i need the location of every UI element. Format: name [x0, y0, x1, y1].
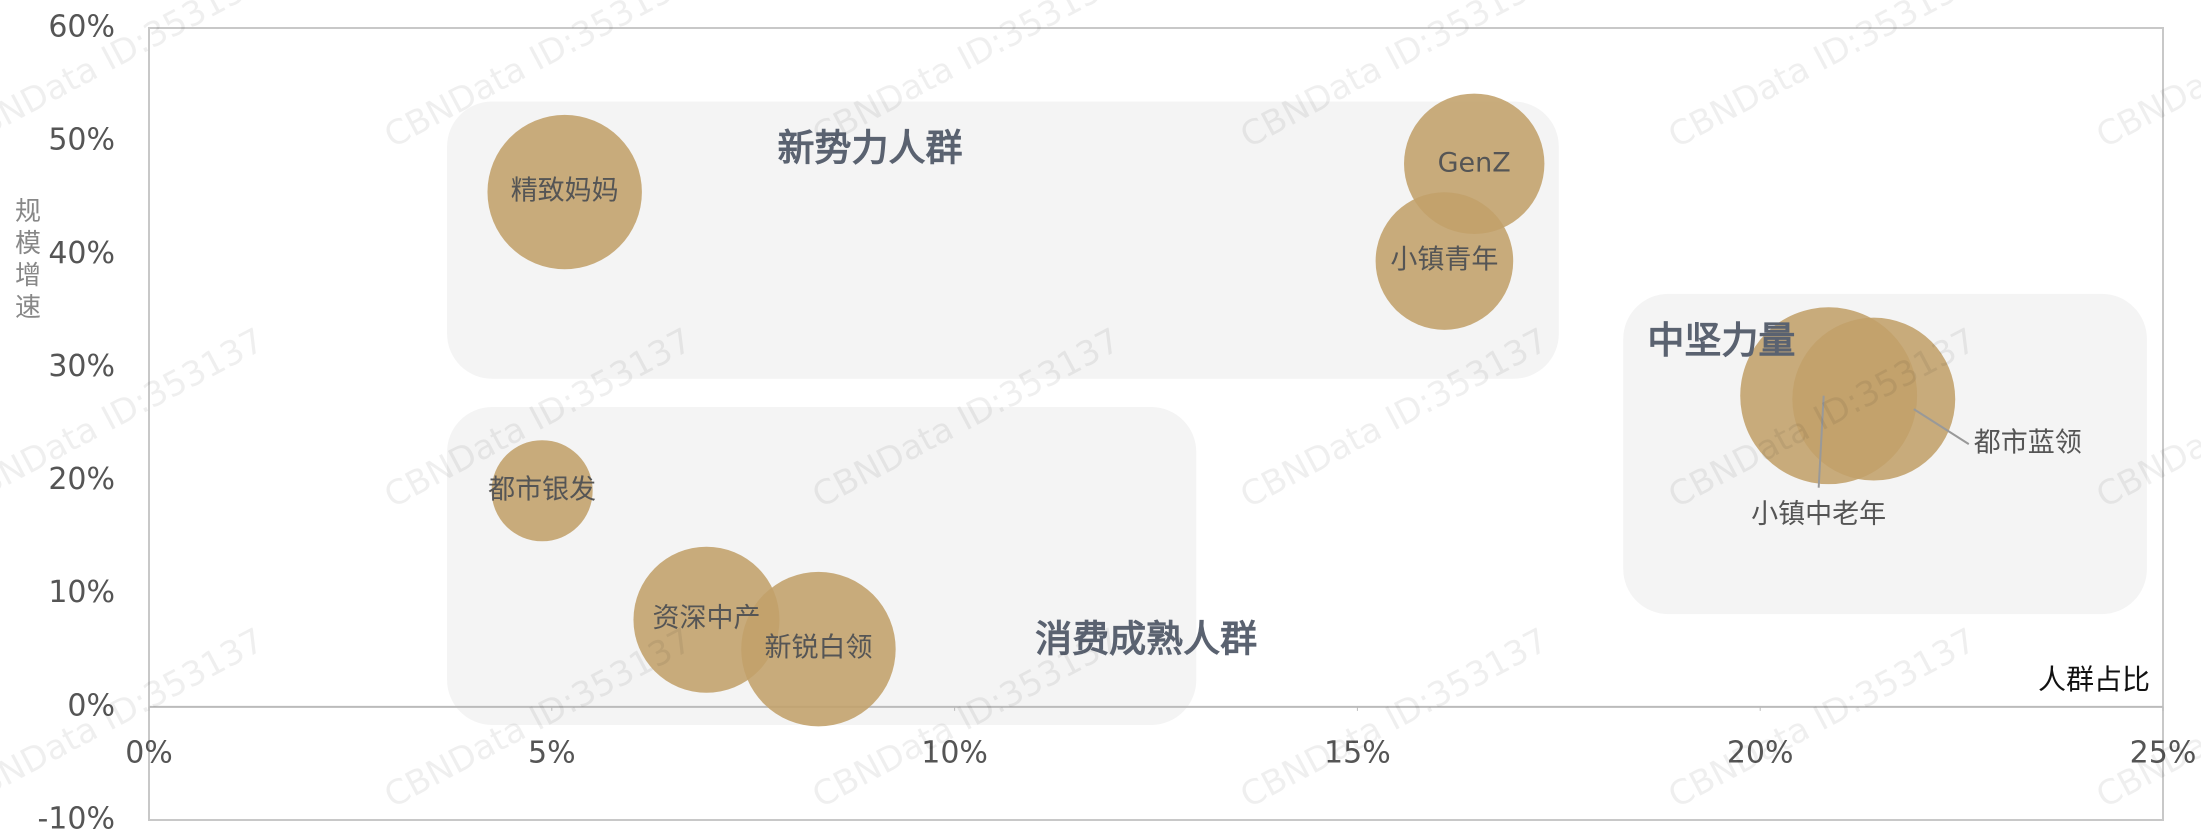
- group-label: 消费成熟人群: [1035, 618, 1257, 661]
- y-tick-label: 20%: [48, 462, 115, 497]
- leader-line: [1817, 395, 1825, 488]
- y-tick-label: 0%: [67, 688, 115, 723]
- bubble: [1792, 317, 1956, 481]
- bubble-label: 资深中产: [652, 603, 760, 634]
- watermark: CBNData ID:353137: [0, 620, 271, 816]
- y-tick-label: 60%: [48, 10, 115, 45]
- bubble-label: 精致妈妈: [511, 176, 619, 207]
- bubble-label: GenZ: [1438, 147, 1511, 178]
- y-tick-label: 50%: [48, 123, 115, 158]
- y-tick-label: 40%: [48, 236, 115, 271]
- watermark: CBNData ID:353137: [2090, 0, 2201, 156]
- bubble-label: 新锐白领: [764, 633, 872, 664]
- x-tick-label: 5%: [528, 736, 576, 771]
- y-tick-label: 30%: [48, 349, 115, 384]
- watermark: CBNData ID:353137: [0, 0, 271, 156]
- bubble: [741, 571, 896, 727]
- watermark: CBNData ID:353137: [1234, 620, 1555, 816]
- watermark: CBNData ID:353137: [2090, 620, 2201, 816]
- x-tick-label: 20%: [1727, 736, 1794, 771]
- watermark: CBNData ID:353137: [1662, 620, 1983, 816]
- watermark: CBNData ID:353137: [1662, 0, 1983, 156]
- x-axis-label: 人群占比: [2038, 663, 2150, 696]
- y-axis-label: 规模增速: [15, 197, 41, 323]
- bubble-label: 都市蓝领: [1974, 428, 2082, 459]
- plot-frame: [148, 27, 2164, 821]
- group-label: 中坚力量: [1647, 319, 1795, 362]
- x-tick-label: 15%: [1324, 736, 1391, 771]
- group-box: [447, 101, 1559, 379]
- group-box: [447, 407, 1197, 725]
- x-tick-label: 25%: [2130, 736, 2197, 771]
- bubble-label: 小镇中老年: [1751, 499, 1886, 530]
- bubble: [1375, 192, 1514, 330]
- bubble-label: 小镇青年: [1390, 245, 1498, 276]
- bubble: [491, 440, 593, 542]
- bubble-label: 都市银发: [488, 474, 596, 505]
- x-tick-label: 10%: [921, 736, 988, 771]
- watermark: CBNData ID:353137: [0, 320, 271, 516]
- y-tick-label: 10%: [48, 575, 115, 610]
- x-tick-label: 0%: [125, 736, 173, 771]
- bubble: [487, 114, 642, 270]
- y-tick-label: -10%: [37, 802, 115, 835]
- leader-line: [1913, 408, 1970, 445]
- group-label: 新势力人群: [778, 127, 963, 170]
